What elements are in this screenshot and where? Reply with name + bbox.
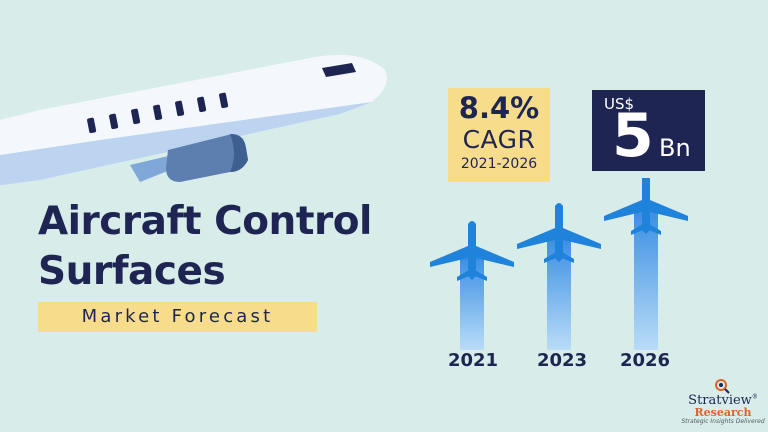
subtitle-banner: Market Forecast — [38, 302, 317, 332]
airplane-icon — [430, 221, 514, 281]
stratview-logo: Stratview® Research Strategic Insights D… — [680, 379, 766, 430]
page-title-line-1: Aircraft Control — [38, 199, 372, 244]
airplane-icon — [517, 203, 601, 263]
currency-label: US$ — [604, 95, 635, 113]
market-value-card: US$ 5 Bn — [592, 90, 705, 171]
subtitle-text: Market Forecast — [81, 306, 274, 327]
market-value-unit: Bn — [659, 134, 691, 162]
growth-illustration — [430, 178, 688, 350]
year-label-2023: 2023 — [536, 350, 588, 371]
logo-sub: Research — [694, 406, 752, 419]
magnifier-logo-icon — [715, 379, 730, 394]
logo-name: Stratview® — [688, 393, 758, 408]
cagr-value: 8.4% — [458, 91, 540, 125]
airplane-icon — [604, 178, 688, 235]
page-title-line-2: Surfaces — [38, 249, 226, 294]
year-label-2021: 2021 — [447, 350, 499, 371]
logo-tagline: Strategic Insights Delivered — [681, 418, 765, 425]
cagr-label: CAGR — [462, 125, 536, 154]
market-value-amount: 5 — [612, 101, 654, 171]
year-label-2026: 2026 — [619, 350, 671, 371]
cagr-card: 8.4% CAGR 2021-2026 — [448, 88, 550, 182]
contrail-2026 — [634, 212, 658, 350]
cagr-period: 2021-2026 — [460, 156, 538, 172]
airplane-illustration — [0, 54, 387, 186]
